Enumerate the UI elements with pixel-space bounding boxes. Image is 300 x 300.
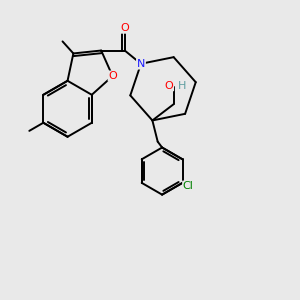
Text: N: N <box>137 59 145 69</box>
Text: Cl: Cl <box>183 181 194 191</box>
Text: O: O <box>120 23 129 33</box>
Text: O: O <box>108 71 117 81</box>
Text: O: O <box>165 81 173 91</box>
Text: H: H <box>178 81 186 91</box>
Text: N: N <box>137 59 145 69</box>
